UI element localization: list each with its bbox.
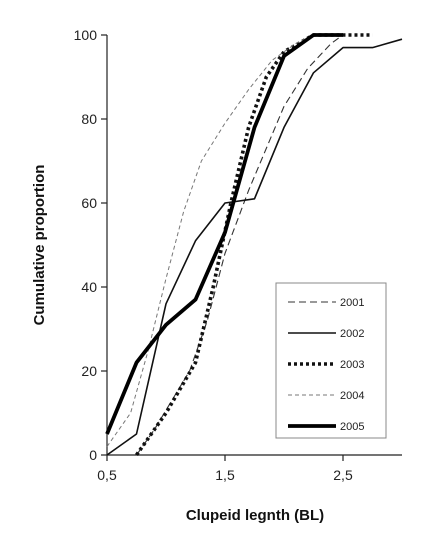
x-tick-label: 1,5 xyxy=(215,467,235,483)
series-line-2001 xyxy=(136,34,344,456)
y-tick-label: 60 xyxy=(81,195,97,211)
y-tick-label: 0 xyxy=(89,447,97,463)
y-tick-label: 40 xyxy=(81,279,97,295)
tick-labels: 0 20 40 60 80 100 0,5 1,5 2,5 xyxy=(74,27,353,483)
y-axis-title: Cumulative proportion xyxy=(31,165,48,326)
series-line-2005 xyxy=(105,33,343,435)
series-line-2002 xyxy=(106,38,403,456)
series-line-2004 xyxy=(106,34,314,447)
legend-label-2004: 2004 xyxy=(340,390,364,402)
x-tick-label: 2,5 xyxy=(333,467,353,483)
y-tick-label: 100 xyxy=(74,27,98,43)
legend-box xyxy=(275,282,387,439)
x-axis-title: Clupeid legnth (BL) xyxy=(186,507,324,524)
legend-label-2001: 2001 xyxy=(340,297,364,309)
legend: 2001 2002 2003 2004 2005 xyxy=(275,282,387,439)
y-tick-label: 20 xyxy=(81,363,97,379)
legend-label-2005: 2005 xyxy=(340,421,364,433)
axes xyxy=(106,35,402,456)
x-tick-label: 0,5 xyxy=(97,467,117,483)
series-layer xyxy=(105,33,403,457)
legend-label-2002: 2002 xyxy=(340,328,364,340)
legend-label-2003: 2003 xyxy=(340,359,364,371)
y-tick-label: 80 xyxy=(81,111,97,127)
ticks xyxy=(101,34,344,461)
